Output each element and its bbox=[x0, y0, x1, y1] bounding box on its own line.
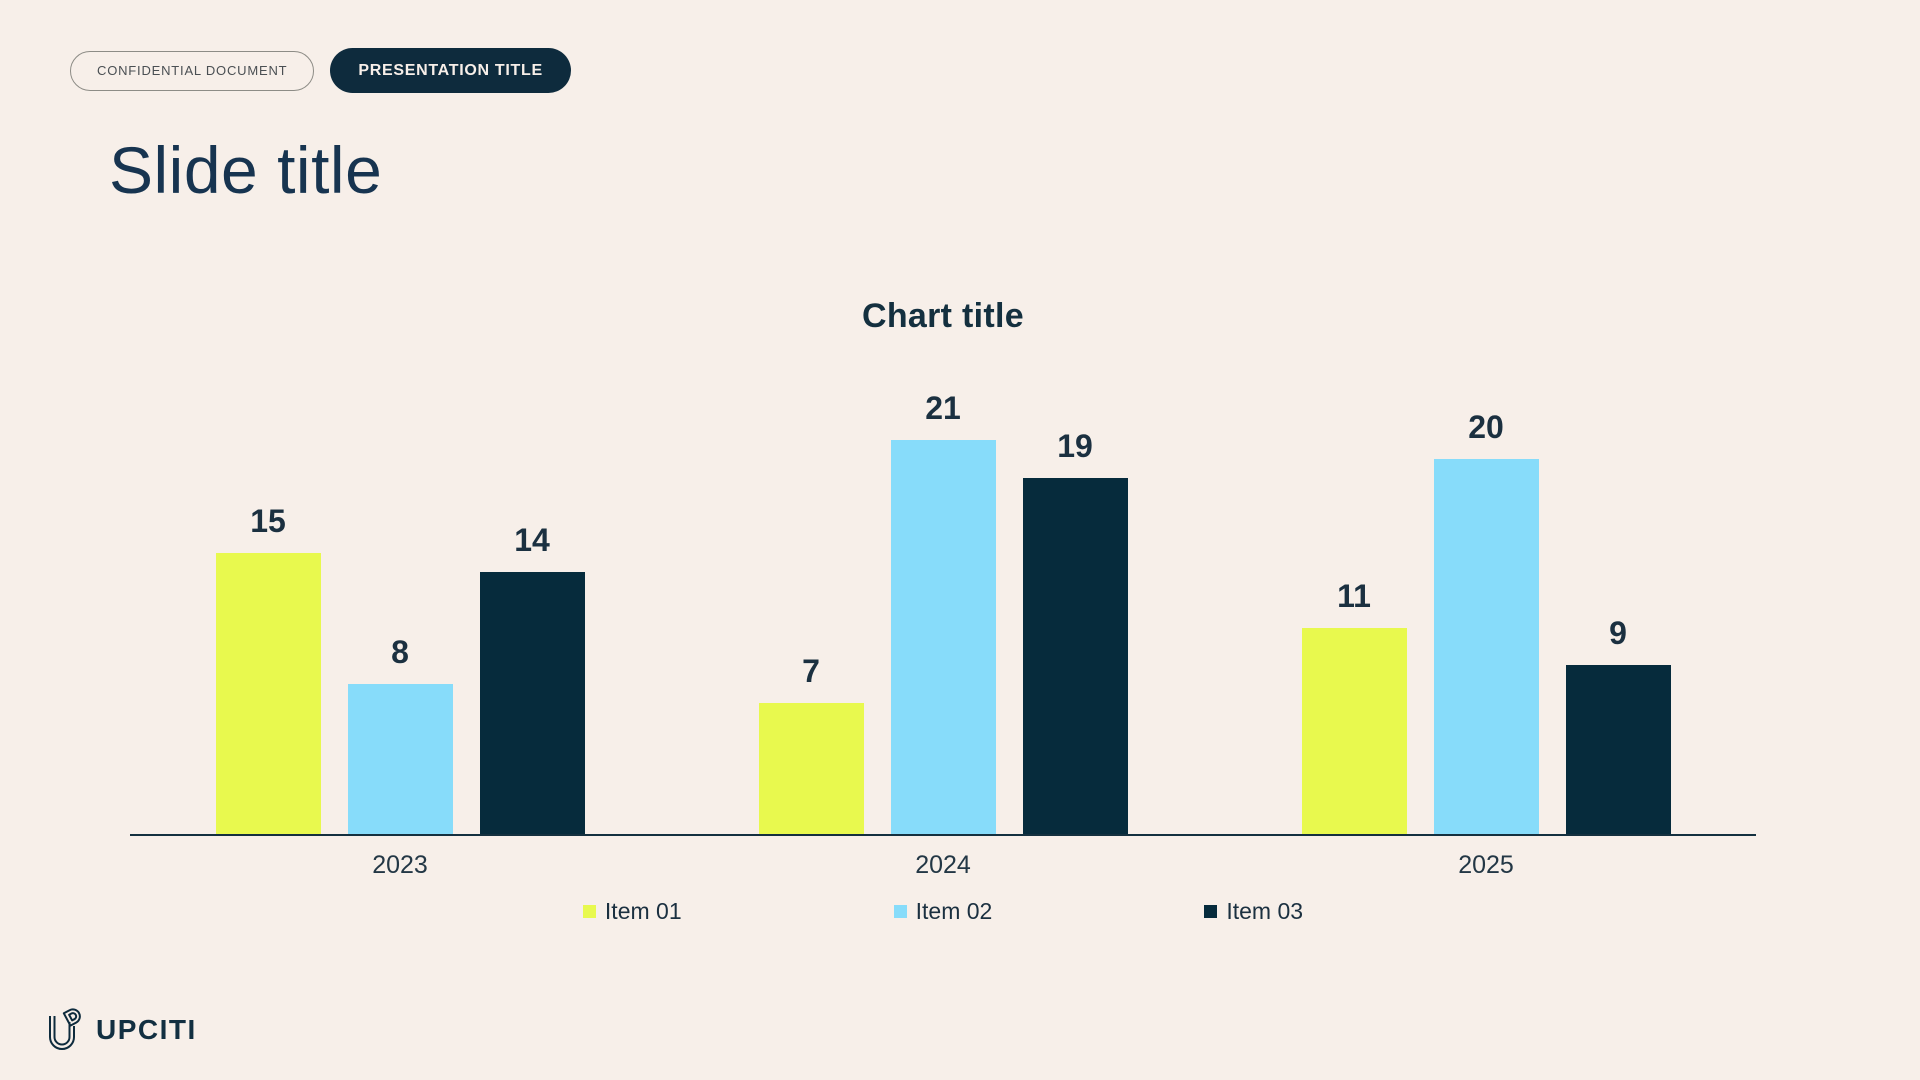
bar-group-2025: 11 20 9 bbox=[1301, 409, 1671, 834]
bar-item-03-2023: 14 bbox=[479, 522, 585, 834]
bar-group-2023: 15 8 14 bbox=[215, 503, 585, 834]
bar-item-02-2025: 20 bbox=[1433, 409, 1539, 834]
header-badges: CONFIDENTIAL DOCUMENT PRESENTATION TITLE bbox=[70, 48, 571, 93]
x-axis-label-2025: 2025 bbox=[1458, 851, 1514, 879]
presentation-title-badge: PRESENTATION TITLE bbox=[330, 48, 571, 93]
bar-chart-plot: 15 8 14 7 21 19 11 20 9 bbox=[130, 390, 1756, 836]
chart-legend: Item 01 Item 02 Item 03 bbox=[130, 898, 1756, 925]
bar-item-01-2024: 7 bbox=[758, 653, 864, 834]
bar-value-label: 14 bbox=[514, 521, 550, 558]
bar-value-label: 7 bbox=[802, 652, 820, 689]
bar-item-03-2025: 9 bbox=[1565, 615, 1671, 834]
bar-item-02-2023: 8 bbox=[347, 634, 453, 834]
bar-value-label: 15 bbox=[250, 502, 286, 539]
bar-value-label: 9 bbox=[1609, 615, 1627, 652]
bar-value-label: 8 bbox=[391, 634, 409, 670]
legend-item-item-02: Item 02 bbox=[893, 898, 993, 925]
bar-value-label: 11 bbox=[1337, 577, 1371, 614]
bar-item-01-2025: 11 bbox=[1301, 578, 1407, 834]
slide-title: Slide title bbox=[109, 133, 383, 207]
legend-swatch-item-03 bbox=[1204, 905, 1218, 918]
bar-value-label: 20 bbox=[1468, 409, 1504, 445]
bar-item-02-2024: 21 bbox=[890, 390, 996, 834]
legend-label: Item 01 bbox=[604, 898, 682, 924]
bar-value-label: 19 bbox=[1057, 427, 1093, 464]
legend-swatch-item-02 bbox=[893, 905, 907, 918]
legend-item-item-01: Item 01 bbox=[582, 898, 682, 925]
bar-item-03-2024: 19 bbox=[1022, 428, 1128, 834]
legend-label: Item 03 bbox=[1226, 898, 1304, 924]
upciti-logo-icon bbox=[49, 1008, 81, 1050]
confidential-badge: CONFIDENTIAL DOCUMENT bbox=[70, 50, 315, 91]
legend-label: Item 02 bbox=[915, 898, 993, 924]
x-axis-labels: 2023 2024 2025 bbox=[130, 851, 1756, 880]
bar-item-01-2023: 15 bbox=[215, 503, 321, 834]
chart-title: Chart title bbox=[862, 297, 1024, 335]
bar-group-2024: 7 21 19 bbox=[758, 390, 1128, 834]
legend-item-item-03: Item 03 bbox=[1204, 898, 1303, 925]
bar-value-label: 21 bbox=[925, 390, 961, 427]
upciti-logo: UPCITI bbox=[46, 1008, 197, 1052]
x-axis-label-2024: 2024 bbox=[915, 851, 971, 879]
x-axis-label-2023: 2023 bbox=[372, 851, 428, 879]
upciti-logo-text: UPCITI bbox=[96, 1014, 197, 1045]
legend-swatch-item-01 bbox=[582, 905, 596, 918]
